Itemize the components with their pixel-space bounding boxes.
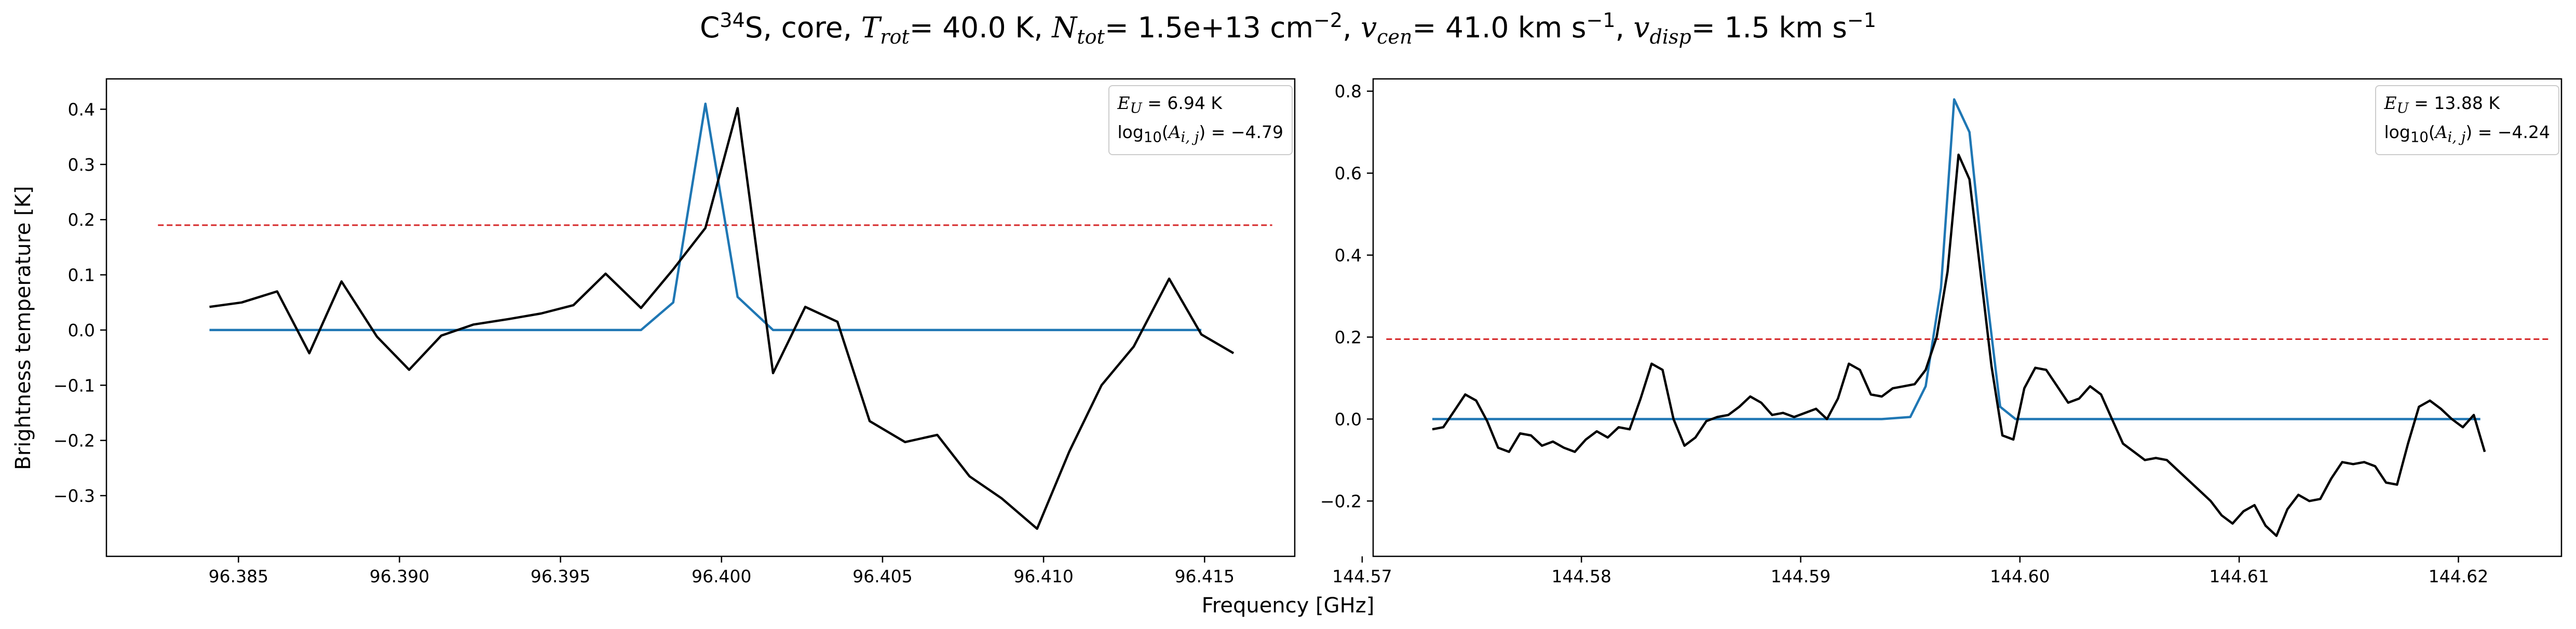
y-tick-label: −0.3 <box>53 486 95 506</box>
x-axis-label: Frequency [GHz] <box>1202 594 1375 618</box>
x-tick-label: 96.400 <box>692 566 751 586</box>
x-tick-label: 96.405 <box>852 566 912 586</box>
x-tick-label: 144.62 <box>2429 566 2488 586</box>
y-tick-label: 0.2 <box>1335 327 1362 348</box>
x-tick-label: 144.59 <box>1771 566 1831 586</box>
left-panel: 96.385 96.390 96.395 96.400 96.405 96.410 96.4… <box>53 78 1296 586</box>
plot-frame <box>105 78 1296 557</box>
right-panel: 144.57 144.58 144.59 144.60 144.61 144.62 −0.2… <box>1320 78 2563 586</box>
x-tick-label: 144.60 <box>1990 566 2050 586</box>
observed-spectrum-line <box>1432 153 2486 537</box>
y-tick-label: 0.4 <box>1335 245 1362 266</box>
figure-title: C34S, core, Trot= 40.0 K, Ntot= 1.5e+13 … <box>700 9 1876 48</box>
x-tick-label: 96.410 <box>1013 566 1073 586</box>
y-tick-label: −0.2 <box>1320 491 1362 511</box>
x-tick-label: 144.57 <box>1332 566 1392 586</box>
y-tick-label: 0.4 <box>68 99 95 119</box>
y-tick-label: 0.6 <box>1335 163 1362 184</box>
x-tick-label: 96.390 <box>370 566 429 586</box>
x-tick-label: 144.58 <box>1551 566 1611 586</box>
x-tick-label: 96.385 <box>209 566 268 586</box>
y-tick-label: 0.3 <box>68 155 95 175</box>
model-spectrum-line <box>209 102 1202 332</box>
einstein-coefficient-label: log10(Ai, j) = −4.24 <box>2384 121 2550 146</box>
upper-energy-label: EU = 6.94 K <box>1117 93 1223 117</box>
observed-spectrum-line <box>209 107 1235 530</box>
x-tick-label: 144.61 <box>2209 566 2269 586</box>
y-axis-label: Brightness temperature [K] <box>11 186 35 470</box>
y-tick-label: 0.0 <box>68 320 95 340</box>
right-panel-legend-box: EU = 13.88 K log10(Ai, j) = −4.24 <box>2375 85 2559 156</box>
y-tick-label: 0.0 <box>1335 409 1362 429</box>
y-tick-label: 0.8 <box>1335 81 1362 102</box>
einstein-coefficient-label: log10(Ai, j) = −4.79 <box>1117 121 1283 146</box>
y-tick-label: −0.1 <box>53 375 95 395</box>
y-tick-label: 0.2 <box>68 210 95 230</box>
model-spectrum-line <box>1432 98 2480 420</box>
left-panel-legend-box: EU = 6.94 K log10(Ai, j) = −4.79 <box>1108 85 1293 156</box>
upper-energy-label: EU = 13.88 K <box>2384 93 2500 117</box>
y-tick-label: 0.1 <box>68 265 95 285</box>
plot-frame <box>1372 78 2563 557</box>
y-tick-label: −0.2 <box>53 431 95 451</box>
x-tick-label: 96.395 <box>531 566 590 586</box>
x-tick-label: 96.415 <box>1175 566 1235 586</box>
